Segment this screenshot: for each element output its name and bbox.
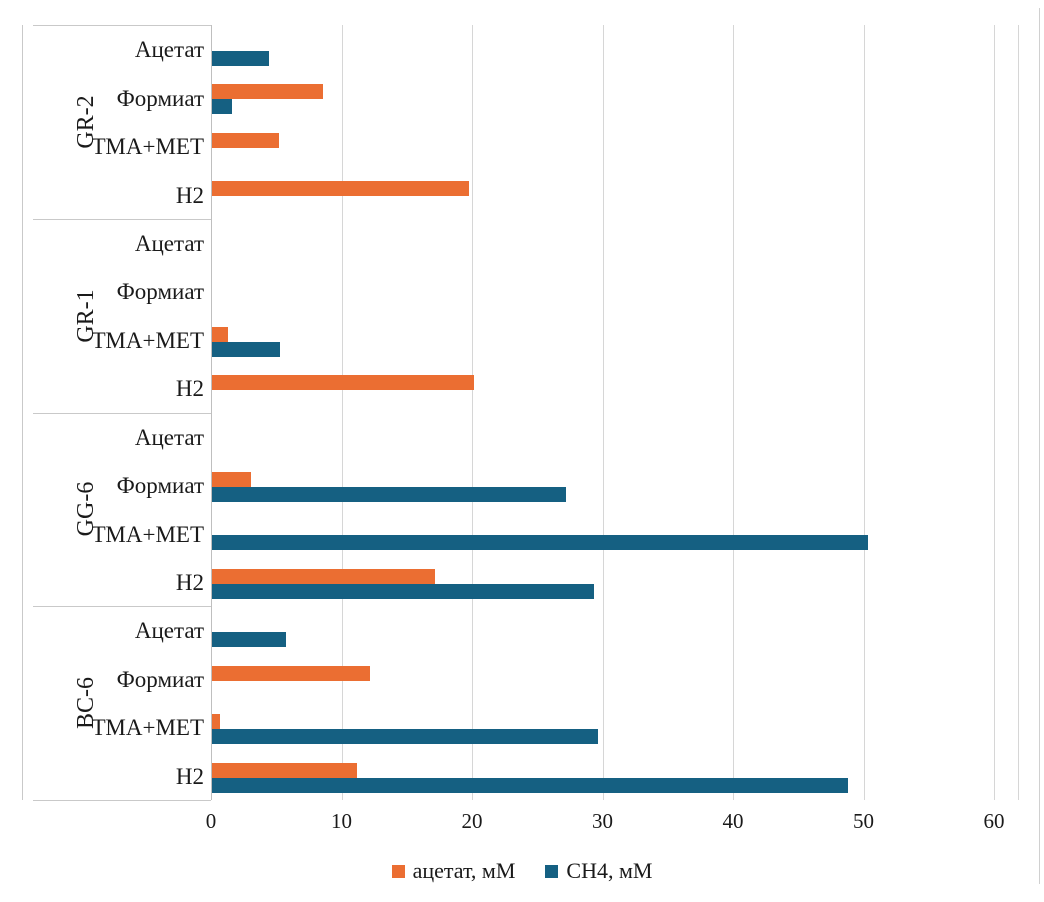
x-tick-label: 0 — [205, 809, 217, 833]
group-separator — [33, 219, 211, 220]
legend-swatch-acetate — [391, 864, 405, 878]
gridline — [472, 25, 473, 800]
category-label: Ацетат — [134, 618, 204, 644]
legend-swatch-ch4 — [545, 864, 559, 878]
group-separator — [33, 25, 211, 26]
bar-ch4 — [212, 99, 232, 115]
category-label: ТМА+МЕТ — [91, 521, 204, 547]
category-label: ТМА+МЕТ — [91, 327, 204, 353]
bar-acetate — [212, 665, 370, 681]
bar-ch4 — [212, 729, 599, 745]
zero-axis-line — [211, 25, 212, 800]
bar-acetate — [212, 326, 228, 342]
bar-acetate — [212, 375, 475, 391]
legend: ацетат, мМ СН4, мМ — [0, 856, 1044, 886]
category-label: ТМА+МЕТ — [91, 134, 204, 160]
category-label: Ацетат — [134, 230, 204, 256]
group-separator — [33, 413, 211, 414]
x-tick-label: 40 — [722, 809, 744, 833]
gridline — [994, 25, 995, 800]
category-label: Формиат — [116, 279, 204, 305]
legend-label: СН4, мМ — [566, 858, 653, 883]
category-label: Н2 — [175, 763, 204, 789]
bar-acetate — [212, 181, 470, 197]
category-label: Н2 — [175, 376, 204, 402]
bar-acetate — [212, 471, 252, 487]
category-label: Ацетат — [134, 37, 204, 63]
x-tick-label: 30 — [592, 809, 613, 833]
x-tick-label: 10 — [331, 809, 352, 833]
bar-acetate — [212, 84, 323, 100]
bar-acetate — [212, 568, 436, 584]
category-label: ТМА+МЕТ — [91, 715, 204, 741]
bar-ch4 — [212, 51, 270, 66]
legend-item: СН4, мМ — [545, 860, 652, 882]
category-label: Ацетат — [134, 424, 204, 450]
category-axis-outer-line — [22, 25, 23, 800]
bar-ch4 — [212, 341, 280, 357]
x-tick-label: 60 — [983, 809, 1005, 833]
gridline — [602, 25, 604, 800]
group-separator — [33, 606, 211, 607]
bar-ch4 — [212, 583, 595, 599]
group-separator — [33, 800, 211, 801]
scan-edge-line — [1039, 8, 1040, 884]
bar-acetate — [212, 132, 279, 148]
bar-ch4 — [212, 777, 848, 793]
bar-acetate — [212, 714, 220, 730]
category-label: Формиат — [116, 473, 204, 499]
legend-label: ацетат, мМ — [412, 858, 516, 883]
category-label: Формиат — [116, 666, 204, 692]
category-label: Формиат — [116, 85, 204, 111]
x-tick-label: 20 — [461, 809, 483, 833]
gridline — [341, 25, 343, 800]
bar-acetate — [212, 762, 357, 778]
x-tick-label: 50 — [853, 809, 874, 833]
gridline — [863, 25, 865, 800]
legend-item: ацетат, мМ — [391, 858, 516, 883]
plot-right-border — [1018, 25, 1019, 800]
gridline — [733, 25, 734, 800]
category-label: Н2 — [175, 570, 204, 596]
bar-ch4 — [212, 486, 566, 502]
bar-ch4 — [212, 632, 287, 648]
category-label: Н2 — [175, 182, 204, 208]
bar-ch4 — [212, 535, 869, 551]
